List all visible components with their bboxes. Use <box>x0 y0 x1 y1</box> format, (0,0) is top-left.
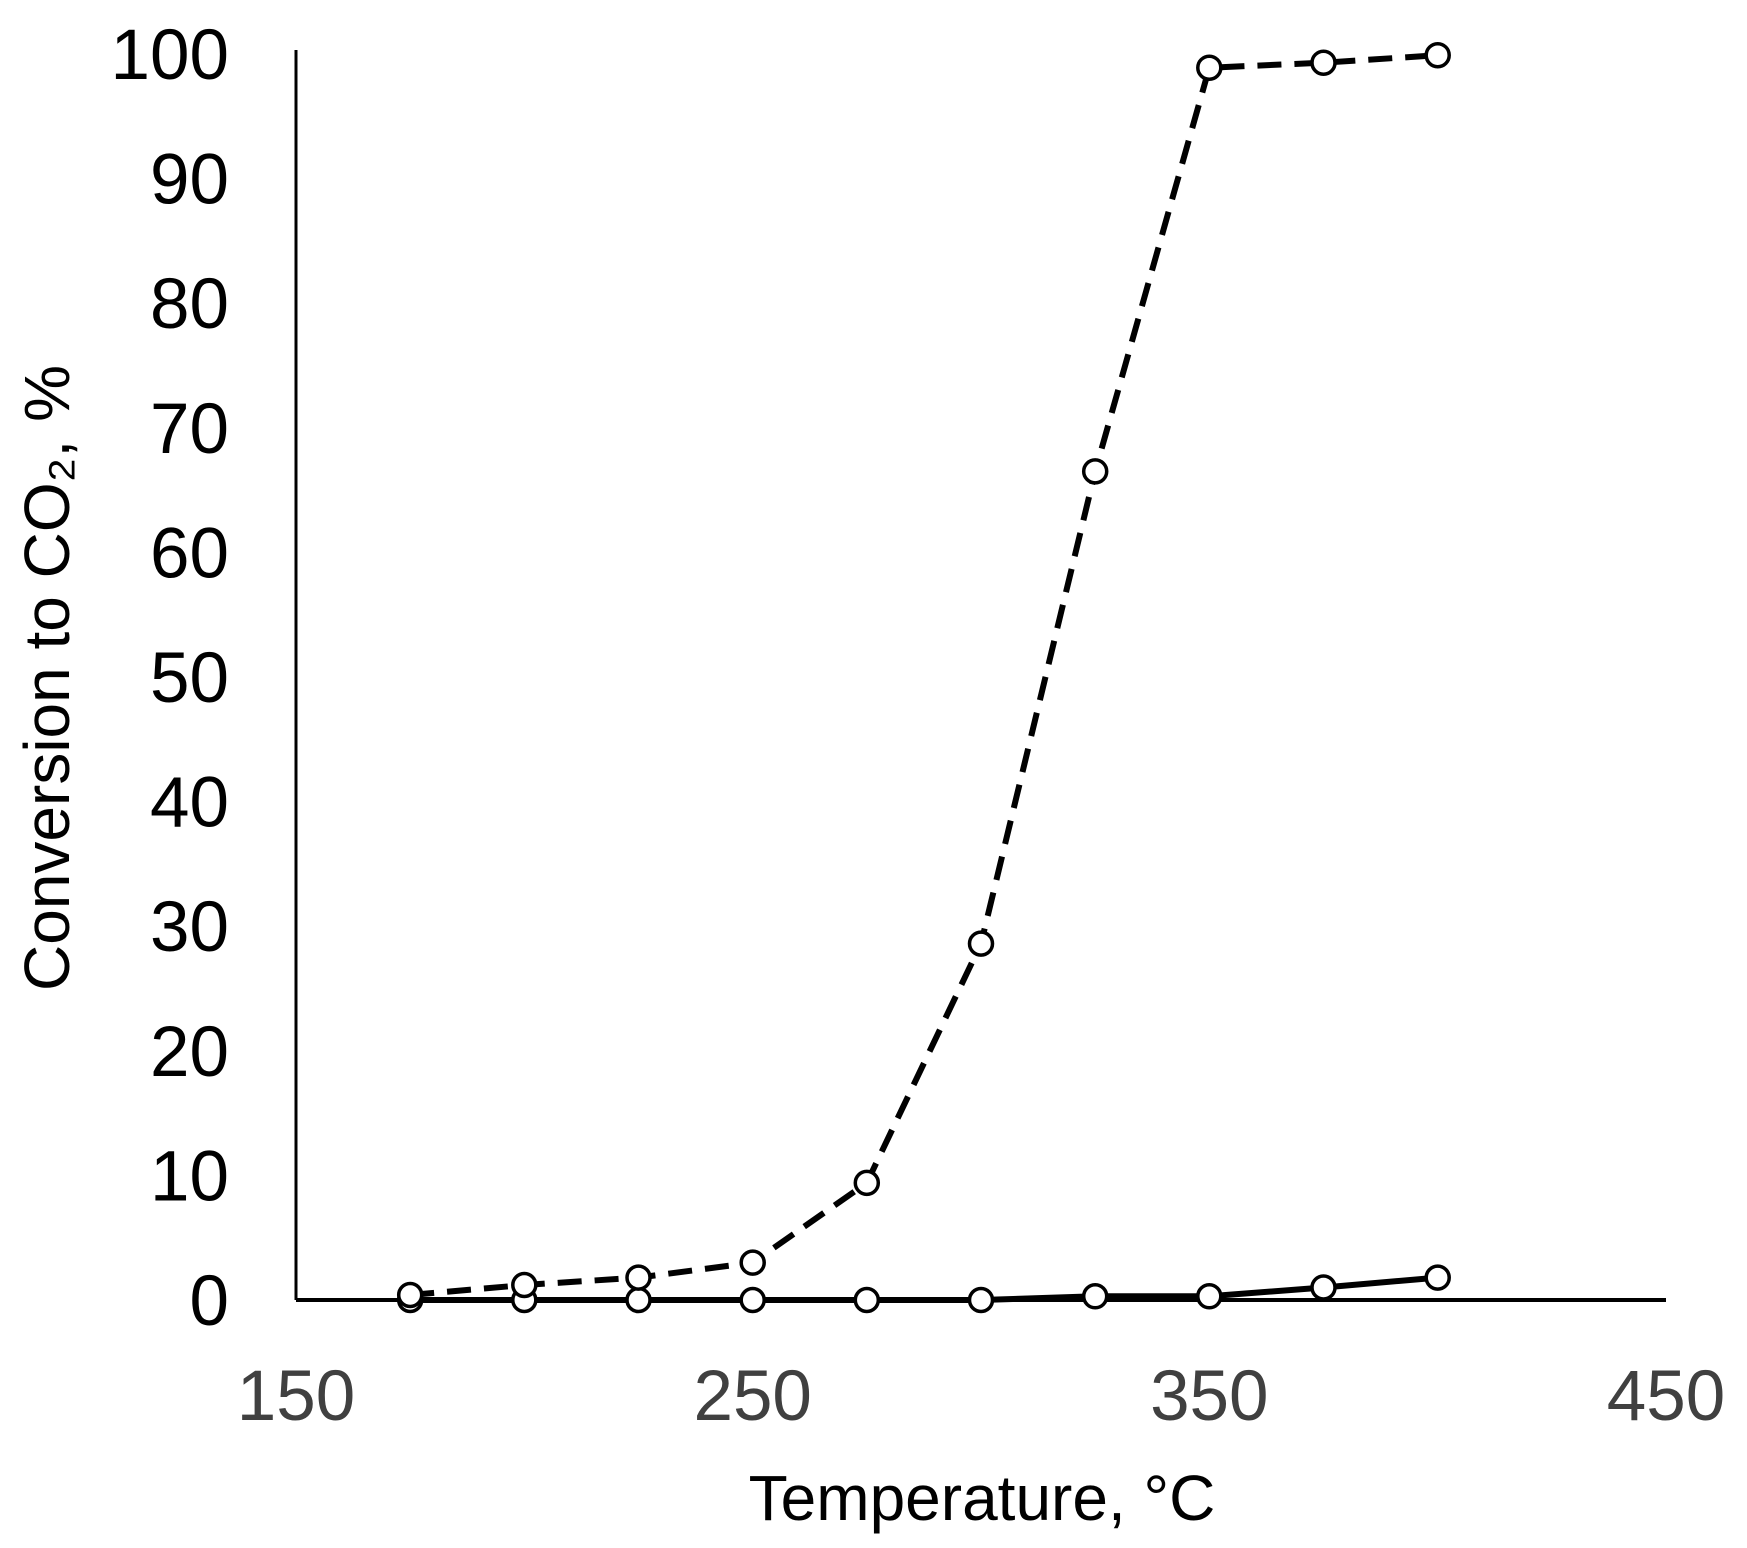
x-tick-labels: 150 250 350 450 <box>237 1357 1725 1436</box>
y-tick-label: 30 <box>150 888 229 967</box>
x-tick-label: 350 <box>1150 1357 1268 1436</box>
y-tick-label: 0 <box>190 1262 230 1341</box>
series-1-point <box>967 1286 995 1314</box>
series-2-points <box>396 41 1451 1309</box>
series-2-point <box>1424 41 1451 69</box>
series-lines <box>409 52 1438 1303</box>
series-2-point <box>1196 54 1223 81</box>
y-tick-labels: 0 10 20 30 40 50 60 70 80 90 100 <box>111 16 229 1341</box>
y-tick-label: 80 <box>150 265 229 344</box>
series-2-point <box>511 1271 538 1299</box>
y-tick-label: 90 <box>150 141 229 220</box>
y-tick-label: 70 <box>150 390 229 469</box>
x-axis-title: Temperature, °C <box>749 1462 1216 1534</box>
x-tick-label: 150 <box>237 1357 355 1436</box>
x-tick-label: 250 <box>693 1357 811 1436</box>
series-markers <box>396 41 1451 1314</box>
series-1-point <box>625 1286 652 1314</box>
x-tick-label: 450 <box>1607 1357 1725 1436</box>
series-1-point <box>739 1286 766 1314</box>
series-2-point <box>853 1169 881 1197</box>
series-1-point <box>853 1286 881 1314</box>
series-1-point <box>1424 1264 1451 1291</box>
series-2-point <box>1310 49 1337 76</box>
y-tick-label: 20 <box>150 1013 229 1092</box>
series-2-point <box>967 930 995 957</box>
series-1-line <box>410 1274 1438 1303</box>
y-tick-label: 40 <box>150 764 229 843</box>
y-tick-label: 60 <box>150 514 229 593</box>
series-2-point <box>396 1281 424 1309</box>
series-2-point <box>1081 458 1109 485</box>
y-tick-label: 50 <box>150 639 229 718</box>
series-2-point <box>739 1249 766 1276</box>
series-2-point <box>625 1264 652 1291</box>
y-axis-title: Conversion to CO₂, % <box>11 365 83 991</box>
y-tick-label: 10 <box>150 1137 229 1216</box>
series-1-point <box>1196 1283 1223 1310</box>
series-1-point <box>1310 1274 1337 1301</box>
y-tick-label: 100 <box>111 16 229 95</box>
series-2-line <box>409 52 1438 1298</box>
series-1-point <box>1081 1283 1109 1310</box>
